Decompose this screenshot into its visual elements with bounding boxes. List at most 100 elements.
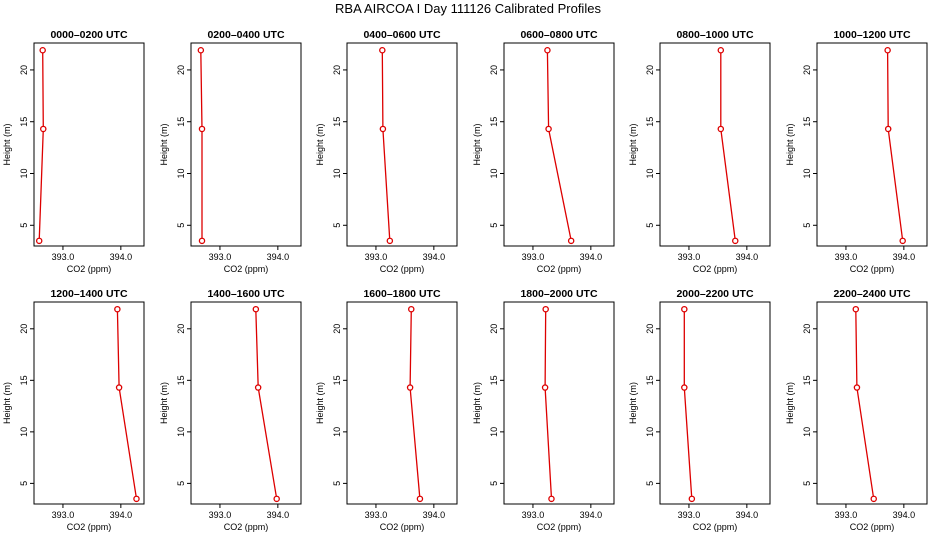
x-axis-label: CO2 (ppm) (537, 522, 582, 532)
y-tick-label: 10 (802, 427, 812, 437)
data-point (717, 125, 725, 133)
data-point (542, 305, 549, 313)
data-point (899, 237, 906, 245)
data-point (133, 495, 140, 503)
x-axis-label: CO2 (ppm) (224, 264, 269, 274)
data-point (39, 47, 46, 54)
plot-frame (346, 42, 458, 247)
data-point (870, 495, 877, 503)
data-point (115, 384, 123, 391)
y-tick-label: 15 (645, 117, 655, 127)
panel-4: 0600–0800 UTC 393.0 394.0 5 10 15 20 CO2 (ppm) H… (472, 29, 615, 274)
x-tick-label: 394.0 (110, 510, 133, 520)
x-axis-label: CO2 (ppm) (850, 264, 895, 274)
x-axis-label: CO2 (ppm) (380, 522, 425, 532)
data-point (717, 47, 725, 54)
y-tick-label: 20 (645, 324, 655, 334)
x-tick-label: 394.0 (736, 510, 759, 520)
x-tick-label: 393.0 (365, 252, 388, 262)
y-tick-label: 5 (489, 481, 499, 486)
data-point (198, 237, 206, 245)
y-axis-label: Height (m) (628, 382, 638, 424)
y-tick-label: 15 (489, 375, 499, 385)
data-point (379, 125, 387, 133)
x-tick-label: 393.0 (209, 510, 232, 520)
y-tick-label: 20 (176, 65, 186, 75)
panel-title: 0800–1000 UTC (676, 29, 753, 41)
y-tick-label: 5 (19, 481, 29, 486)
profile-line (255, 309, 278, 499)
y-tick-label: 5 (645, 481, 655, 486)
y-tick-label: 5 (802, 481, 812, 486)
x-tick-label: 393.0 (678, 510, 701, 520)
y-tick-label: 20 (176, 324, 186, 334)
data-point (544, 47, 551, 54)
y-axis-label: Height (m) (2, 382, 12, 424)
data-point (197, 47, 205, 54)
y-axis-label: Height (m) (785, 382, 795, 424)
data-point (198, 125, 206, 133)
panel-10: 1800–2000 UTC 393.0 394.0 5 10 15 20 CO2 (ppm) H… (472, 288, 615, 532)
panel-3: 0400–0600 UTC 393.0 394.0 5 10 15 20 CO2 (ppm) H… (315, 29, 458, 274)
plot-frame (346, 301, 458, 505)
data-point (884, 47, 891, 54)
y-tick-label: 20 (489, 65, 499, 75)
panel-9: 1600–1800 UTC 393.0 394.0 5 10 15 20 CO2 (ppm) H… (315, 288, 458, 532)
y-tick-label: 20 (489, 324, 499, 334)
x-tick-label: 394.0 (893, 252, 916, 262)
x-tick-label: 393.0 (209, 252, 232, 262)
y-tick-label: 15 (802, 117, 812, 127)
y-axis-label: Height (m) (472, 123, 482, 165)
profile-line (546, 50, 572, 241)
plot-frame (816, 42, 928, 247)
x-axis-label: CO2 (ppm) (67, 522, 112, 532)
x-tick-label: 393.0 (522, 252, 545, 262)
plot-frame (659, 301, 771, 505)
x-tick-label: 393.0 (365, 510, 388, 520)
y-tick-label: 10 (645, 168, 655, 178)
panel-title: 1800–2000 UTC (520, 288, 597, 300)
y-axis-label: Height (m) (2, 123, 12, 165)
y-tick-label: 20 (332, 65, 342, 75)
plot-frame (33, 301, 145, 505)
x-tick-label: 393.0 (835, 510, 858, 520)
data-point (40, 125, 47, 133)
panel-11: 2000–2200 UTC 393.0 394.0 5 10 15 20 CO2 (ppm) H… (628, 288, 771, 532)
y-tick-label: 10 (489, 427, 499, 437)
y-tick-label: 5 (645, 223, 655, 228)
y-tick-label: 10 (19, 427, 29, 437)
panel-12: 2200–2400 UTC 393.0 394.0 5 10 15 20 CO2 (ppm) H… (785, 288, 928, 532)
data-point (379, 47, 386, 54)
x-axis-label: CO2 (ppm) (380, 264, 425, 274)
y-tick-label: 10 (176, 427, 186, 437)
data-point (681, 384, 688, 391)
data-point (541, 384, 549, 391)
profile-line (683, 309, 693, 499)
panel-title: 0000–0200 UTC (50, 29, 127, 41)
y-tick-label: 5 (332, 223, 342, 228)
plot-frame (190, 42, 302, 247)
profile-line (116, 309, 138, 499)
x-tick-label: 394.0 (736, 252, 759, 262)
profile-line (855, 309, 875, 499)
y-tick-label: 15 (802, 375, 812, 385)
x-tick-label: 393.0 (52, 510, 75, 520)
profile-line (886, 50, 904, 241)
data-point (406, 384, 414, 391)
data-point (273, 495, 280, 503)
panel-5: 0800–1000 UTC 393.0 394.0 5 10 15 20 CO2 (ppm) H… (628, 29, 771, 274)
y-tick-label: 20 (645, 65, 655, 75)
y-axis-label: Height (m) (785, 123, 795, 165)
x-tick-label: 393.0 (678, 252, 701, 262)
x-axis-label: CO2 (ppm) (693, 264, 738, 274)
data-point (114, 305, 121, 313)
y-axis-label: Height (m) (315, 382, 325, 424)
y-tick-label: 15 (332, 375, 342, 385)
panel-title: 1600–1800 UTC (363, 288, 440, 300)
y-tick-label: 10 (802, 168, 812, 178)
profile-line (544, 309, 553, 499)
x-tick-label: 394.0 (423, 252, 446, 262)
x-tick-label: 394.0 (267, 510, 290, 520)
data-point (681, 305, 688, 313)
